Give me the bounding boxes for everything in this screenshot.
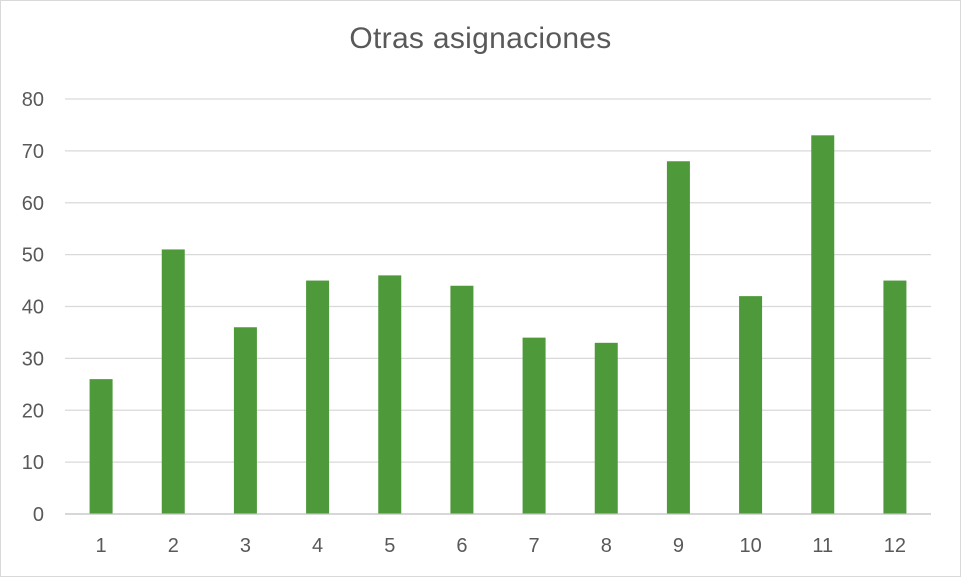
x-tick-label: 11 — [812, 535, 833, 557]
y-tick-label: 60 — [22, 193, 44, 215]
x-tick-label: 10 — [739, 535, 761, 557]
y-tick-label: 0 — [33, 504, 44, 526]
y-tick-label: 40 — [22, 297, 44, 319]
x-tick-label: 1 — [96, 535, 107, 557]
y-tick-label: 80 — [22, 89, 44, 111]
bar-6 — [450, 285, 474, 514]
y-tick-label: 50 — [22, 245, 44, 267]
x-tick-label: 4 — [312, 535, 323, 557]
x-tick-label: 12 — [884, 535, 906, 557]
bar-12 — [883, 280, 907, 514]
gridlines — [65, 98, 931, 463]
y-tick-label: 70 — [22, 141, 44, 163]
bar-10 — [739, 296, 763, 514]
y-axis-tick-labels: 0 10 20 30 40 50 60 70 80 — [22, 89, 44, 526]
x-tick-label: 5 — [384, 535, 395, 557]
bar-2 — [161, 249, 185, 514]
bar-4 — [306, 280, 330, 514]
x-axis-tick-labels: 1 2 3 4 5 6 7 8 9 10 11 12 — [96, 535, 907, 557]
bar-8 — [594, 342, 618, 514]
bar-5 — [378, 275, 402, 514]
x-tick-label: 8 — [601, 535, 612, 557]
x-tick-label: 7 — [529, 535, 540, 557]
x-tick-label: 2 — [168, 535, 179, 557]
bar-9 — [666, 161, 690, 514]
bar-1 — [89, 379, 113, 514]
y-tick-label: 10 — [22, 452, 44, 474]
bar-3 — [233, 327, 257, 514]
y-tick-label: 20 — [22, 400, 44, 422]
bar-11 — [811, 135, 835, 514]
x-tick-label: 6 — [456, 535, 467, 557]
bar-7 — [522, 337, 546, 514]
bars — [89, 135, 907, 514]
y-tick-label: 30 — [22, 348, 44, 370]
chart-title: Otras asignaciones — [349, 22, 612, 55]
x-tick-label: 9 — [673, 535, 684, 557]
x-tick-label: 3 — [240, 535, 251, 557]
